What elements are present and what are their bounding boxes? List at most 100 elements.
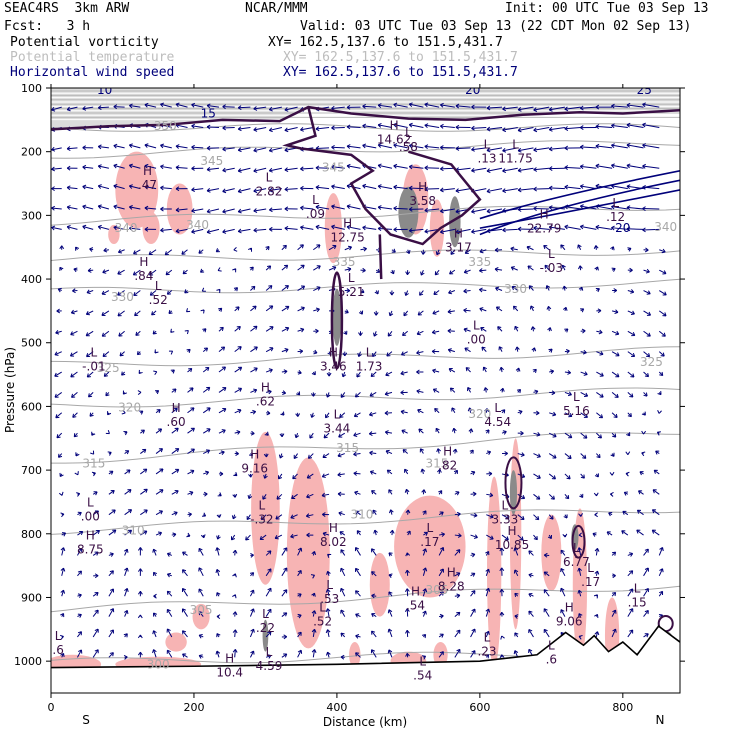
south-end-label: S: [82, 713, 90, 727]
wind-vector: [200, 268, 205, 273]
wind-vector: [548, 224, 565, 230]
wind-vector: [543, 552, 550, 558]
pv-extremum-low: L.12: [606, 196, 625, 224]
wind-vector: [322, 453, 330, 459]
wind-vector: [636, 509, 644, 516]
wind-vector: [268, 147, 282, 153]
wind-vector: [325, 588, 331, 597]
wind-vector: [440, 187, 455, 193]
wind-vector: [502, 227, 518, 233]
extremum-marker: L: [573, 541, 580, 555]
wind-vector: [528, 610, 534, 617]
wind-vector: [416, 350, 424, 355]
wind-vector: [580, 308, 585, 313]
wind-vector: [578, 635, 583, 640]
wind-vector: [250, 409, 257, 415]
wind-vector: [206, 124, 219, 130]
wind-vector: [92, 491, 98, 496]
wind-vector: [281, 634, 288, 640]
wind-vector: [454, 491, 460, 496]
wind-vector: [455, 124, 471, 130]
wind-vector: [595, 453, 601, 459]
wind-vector: [404, 488, 410, 495]
wind-vector: [278, 453, 284, 459]
wind-vector: [486, 534, 494, 540]
extremum-marker: L: [484, 630, 491, 644]
wind-vector: [419, 448, 424, 454]
wind-vector: [59, 472, 64, 477]
wind-vector: [440, 208, 455, 214]
wind-vector: [140, 448, 147, 454]
pv-extremum-high: H8.28: [438, 565, 465, 593]
extremum-marker: L: [334, 407, 341, 421]
pv-extremum-high: H10.4: [216, 651, 243, 679]
wind-vector: [325, 608, 331, 617]
wind-vector: [454, 629, 461, 638]
wind-vector: [281, 369, 288, 375]
extremum-value: .52: [149, 293, 168, 307]
wind-vector: [369, 391, 377, 397]
wind-vector: [160, 227, 172, 233]
wind-vector: [517, 452, 525, 457]
pv-extremum-high: H8.75: [77, 528, 104, 556]
pv-extremum-high: H.60: [167, 401, 186, 429]
wind-vector: [498, 346, 503, 352]
wind-vector: [510, 246, 518, 252]
wind-vector: [344, 266, 352, 272]
wind-vector: [97, 105, 109, 111]
wind-vector: [609, 471, 615, 476]
wind-vector: [281, 305, 290, 312]
wind-vector: [543, 628, 550, 638]
wind-vector: [580, 125, 597, 130]
wind-vector: [59, 634, 64, 640]
wind-vector: [306, 493, 314, 499]
pv-extremum-low: L11.75: [498, 137, 532, 165]
wind-vector: [643, 567, 649, 577]
extremum-value: 11.75: [498, 151, 532, 165]
wind-vector: [184, 330, 189, 335]
wind-vector: [611, 412, 618, 419]
wind-vector: [353, 432, 361, 437]
pv-extremum-low: L.13: [477, 137, 496, 165]
wind-vector: [434, 269, 440, 276]
wind-vector: [300, 225, 314, 231]
wind-vector: [124, 567, 129, 576]
wind-vector: [354, 547, 361, 556]
wind-vector: [168, 350, 174, 355]
wind-vector: [463, 288, 471, 294]
wind-vector: [124, 588, 129, 597]
wind-vector: [527, 265, 534, 271]
isentrope-310: [51, 509, 680, 535]
extremum-marker: L: [312, 193, 319, 207]
wind-vector: [328, 244, 337, 251]
wind-vector: [385, 371, 393, 377]
wind-vector: [405, 509, 411, 515]
wind-vector: [85, 310, 94, 316]
wind-vector: [232, 649, 238, 658]
x-tick-label: 600: [469, 701, 490, 714]
pv-extremum-low: L.58: [399, 126, 418, 154]
wind-vector: [580, 432, 588, 439]
wind-vector: [232, 573, 237, 578]
wind-vector: [517, 106, 534, 112]
wind-vector: [533, 410, 540, 416]
wind-vector: [305, 513, 314, 519]
wind-vector: [626, 432, 631, 437]
wind-vector: [595, 124, 613, 130]
wind-vector: [187, 490, 194, 496]
wind-vector: [91, 431, 96, 436]
wind-vector: [201, 287, 206, 292]
wind-vector: [181, 608, 188, 617]
wind-vector: [206, 188, 220, 193]
wind-vector: [250, 346, 258, 353]
wind-vector: [548, 126, 565, 132]
wind-vector: [611, 551, 617, 556]
extremum-marker: H: [411, 584, 420, 598]
wind-vector: [340, 654, 345, 660]
wind-vector: [89, 412, 94, 417]
pv-shaded-region: [349, 642, 361, 668]
wind-vector: [517, 187, 534, 193]
wind-vector: [580, 391, 589, 398]
wind-vector: [578, 613, 583, 618]
wind-vector: [549, 390, 556, 396]
